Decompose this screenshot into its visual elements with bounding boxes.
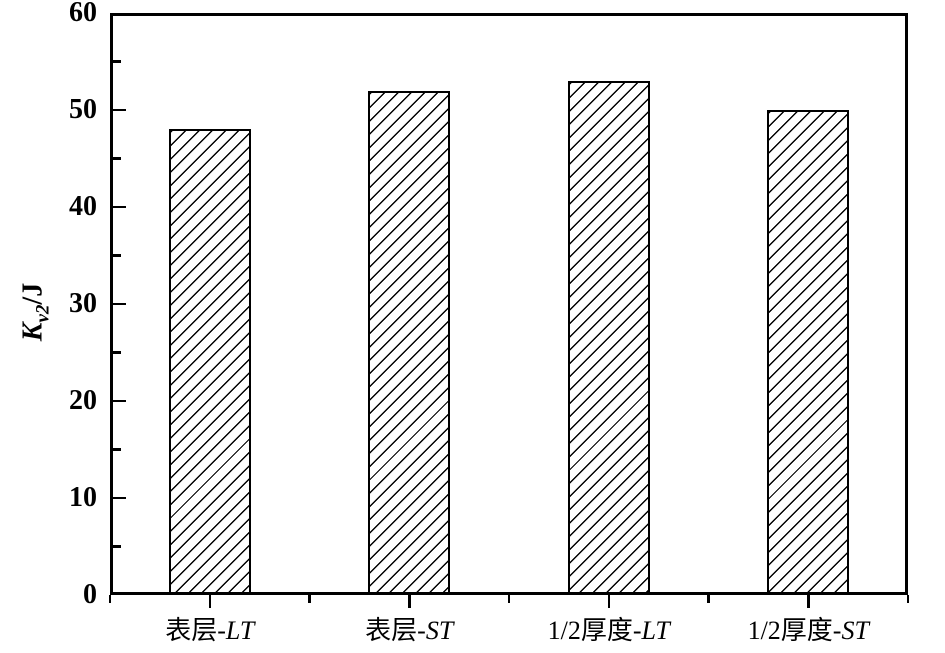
y-tick-label-60: 60	[69, 0, 97, 28]
bar-3	[567, 80, 650, 592]
x-category-prefix: 表层-	[365, 616, 426, 645]
x-category-label-1: 表层-LT	[80, 614, 340, 648]
x-minor-tick-4	[906, 595, 910, 603]
x-major-tick-2	[408, 595, 411, 608]
y-minor-tick-45	[113, 157, 121, 160]
y-major-tick-10	[113, 496, 126, 500]
y-minor-tick-5	[113, 545, 121, 548]
x-minor-tick-1	[308, 595, 311, 603]
y-tick-label-0: 0	[83, 579, 97, 610]
y-major-tick-30	[113, 302, 126, 306]
bar-1	[168, 129, 251, 592]
x-category-italic-suffix: LT	[225, 616, 255, 645]
y-major-tick-20	[113, 399, 126, 403]
y-tick-label-30: 30	[69, 288, 97, 319]
x-category-prefix: 1/2厚度-	[747, 616, 842, 645]
x-minor-tick-3	[707, 595, 710, 603]
x-major-tick-4	[807, 595, 810, 608]
x-category-italic-suffix: LT	[641, 616, 670, 645]
bar-4	[767, 110, 850, 592]
bar-2	[368, 90, 451, 592]
x-category-label-3: 1/2厚度-LT	[479, 614, 739, 648]
x-category-italic-suffix: ST	[425, 616, 454, 645]
x-category-prefix: 表层-	[165, 616, 226, 645]
y-minor-tick-15	[113, 448, 121, 451]
x-major-tick-3	[607, 595, 610, 608]
x-minor-tick-0	[108, 595, 112, 603]
y-tick-label-40: 40	[69, 191, 97, 222]
x-minor-tick-2	[507, 595, 511, 603]
y-tick-label-50: 50	[69, 94, 97, 125]
y-axis-title-symbol: K	[17, 322, 49, 342]
y-tick-label-20: 20	[69, 385, 97, 416]
x-category-italic-suffix: ST	[841, 616, 869, 645]
x-category-prefix: 1/2厚度-	[547, 616, 642, 645]
y-minor-tick-55	[113, 60, 121, 63]
y-major-tick-40	[113, 205, 126, 209]
y-major-tick-50	[113, 108, 126, 112]
x-category-label-4: 1/2厚度-ST	[678, 614, 938, 648]
y-tick-label-10: 10	[69, 482, 97, 513]
y-minor-tick-25	[113, 351, 121, 354]
y-minor-tick-35	[113, 254, 121, 257]
x-category-label-2: 表层-ST	[279, 614, 539, 648]
x-major-tick-1	[208, 595, 211, 608]
